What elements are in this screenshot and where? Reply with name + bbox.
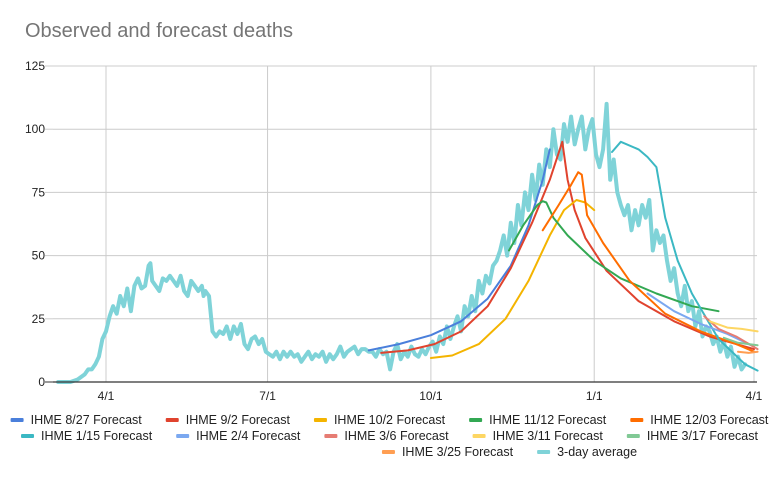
y-tick-label: 25: [32, 312, 46, 326]
series-line-ihme-12-03-forecast: [541, 171, 755, 353]
y-tick-label: 0: [38, 375, 45, 389]
legend-label: IHME 8/27 Forecast: [31, 413, 143, 427]
legend-swatch: [324, 434, 338, 438]
legend-swatch: [381, 450, 395, 454]
chart-title: Observed and forecast deaths: [25, 20, 293, 42]
series-line-ihme-3-25-forecast: [737, 350, 759, 354]
x-tick-label: 1/1: [586, 389, 603, 403]
series-ihme-11-12-forecast: [508, 200, 720, 313]
y-tick-label: 125: [25, 59, 45, 73]
series-ihme-10-2-forecast: [429, 199, 596, 359]
y-axis-ticks: 0 25 50 75 100 125: [25, 59, 45, 389]
series-ihme-3-25-forecast: [737, 350, 759, 354]
x-tick-label: 10/1: [419, 389, 443, 403]
series-layer: [56, 101, 759, 384]
series-ihme-12-03-forecast: [541, 171, 755, 353]
legend-swatch: [313, 418, 327, 422]
legend-swatch: [10, 418, 24, 422]
series-line-ihme-10-2-forecast: [429, 199, 596, 359]
x-axis-ticks: 4/1 7/1 10/1 1/1 4/1: [98, 389, 763, 403]
legend-label: IHME 11/12 Forecast: [489, 413, 607, 427]
legend-swatch: [469, 418, 483, 422]
legend-label: IHME 3/25 Forecast: [402, 445, 514, 459]
legend-item[interactable]: IHME 12/03 Forecast: [630, 413, 769, 427]
series-line-ihme-3-17-forecast: [722, 336, 759, 347]
series-ihme-9-2-forecast: [380, 140, 755, 354]
x-tick-label: 7/1: [259, 389, 276, 403]
legend-label: IHME 12/03 Forecast: [650, 413, 769, 427]
series-line-3-day-average: [56, 101, 748, 384]
x-tick-label: 4/1: [98, 389, 115, 403]
legend-swatch: [537, 450, 551, 454]
series-line-ihme-9-2-forecast: [380, 140, 755, 354]
legend-label: IHME 2/4 Forecast: [196, 429, 301, 443]
legend-label: IHME 3/11 Forecast: [493, 429, 604, 443]
legend-label: IHME 1/15 Forecast: [41, 429, 153, 443]
series-ihme-3-17-forecast: [722, 336, 759, 347]
series-ihme-1-15-forecast: [611, 140, 759, 372]
legend-item[interactable]: IHME 9/2 Forecast: [165, 413, 291, 427]
legend-label: IHME 9/2 Forecast: [186, 413, 291, 427]
legend-swatch: [21, 434, 35, 438]
legend-item[interactable]: IHME 8/27 Forecast: [10, 413, 143, 427]
legend-item[interactable]: IHME 3/6 Forecast: [324, 429, 449, 443]
legend-swatch: [626, 434, 640, 438]
legend: IHME 8/27 Forecast IHME 9/2 Forecast IHME …: [10, 413, 769, 459]
series-line-ihme-1-15-forecast: [611, 140, 759, 372]
legend-swatch: [165, 418, 179, 422]
series-line-ihme-3-11-forecast: [708, 320, 759, 333]
legend-item[interactable]: IHME 11/12 Forecast: [469, 413, 607, 427]
series-ihme-3-11-forecast: [708, 320, 759, 333]
legend-swatch: [472, 434, 486, 438]
legend-label: IHME 3/6 Forecast: [344, 429, 449, 443]
legend-item[interactable]: 3-day average: [537, 445, 637, 459]
legend-label: IHME 10/2 Forecast: [334, 413, 446, 427]
y-tick-label: 75: [32, 185, 46, 199]
legend-label: IHME 3/17 Forecast: [647, 429, 759, 443]
legend-item[interactable]: IHME 10/2 Forecast: [313, 413, 446, 427]
series-line-ihme-8-27-forecast: [367, 148, 551, 352]
series-3-day-average: [56, 101, 748, 384]
series-ihme-2-4-forecast: [646, 292, 755, 348]
legend-item[interactable]: IHME 3/17 Forecast: [626, 429, 759, 443]
y-tick-label: 100: [25, 122, 45, 136]
y-tick-label: 50: [32, 249, 46, 263]
legend-item[interactable]: IHME 3/11 Forecast: [472, 429, 604, 443]
legend-swatch: [630, 418, 644, 422]
series-ihme-8-27-forecast: [367, 148, 551, 352]
legend-item[interactable]: IHME 2/4 Forecast: [176, 429, 301, 443]
series-line-ihme-11-12-forecast: [508, 200, 720, 313]
legend-label: 3-day average: [557, 445, 637, 459]
legend-swatch: [176, 434, 190, 438]
legend-item[interactable]: IHME 1/15 Forecast: [21, 429, 153, 443]
x-tick-label: 4/1: [746, 389, 763, 403]
legend-item[interactable]: IHME 3/25 Forecast: [381, 445, 514, 459]
series-line-ihme-2-4-forecast: [646, 292, 755, 348]
